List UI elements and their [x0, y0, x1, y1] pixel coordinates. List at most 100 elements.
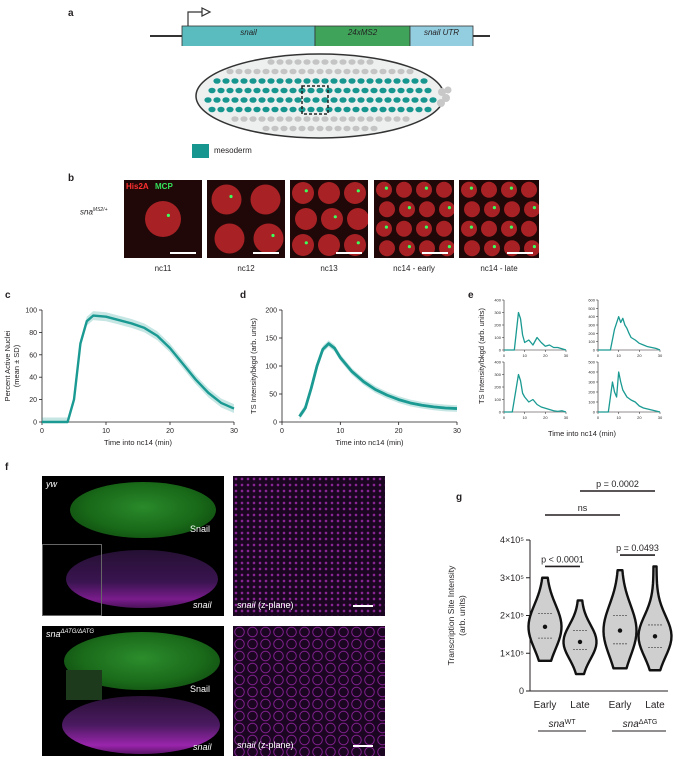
y-tick-label: 400 — [494, 360, 501, 365]
micrograph-nc11 — [124, 180, 202, 258]
x-tick-label: 10 — [522, 353, 527, 358]
y-tick-label: 400 — [588, 314, 595, 319]
nucleus — [276, 59, 284, 65]
mesoderm-nucleus — [420, 78, 428, 84]
nucleus — [357, 116, 365, 122]
transcription-spot — [532, 245, 536, 249]
nucleus — [397, 68, 405, 75]
mesoderm-nucleus — [222, 97, 230, 103]
nucleus — [376, 181, 392, 198]
nucleus — [399, 240, 415, 257]
mesoderm-nucleus — [366, 97, 374, 103]
panel-label-a: a — [68, 8, 74, 19]
zplane-label-gene-mut: snail — [237, 740, 256, 750]
zplane-label-gene: snail — [237, 600, 256, 610]
snail-protein-label-wt: Snail — [190, 524, 211, 534]
mesoderm-nucleus — [397, 87, 405, 94]
genotype-yw: yw — [46, 479, 57, 489]
mesoderm-nucleus — [226, 106, 234, 113]
nucleus — [303, 116, 311, 122]
mesoderm-nucleus — [267, 78, 275, 84]
median-dot — [542, 624, 548, 630]
x-tick-label: 20 — [543, 353, 548, 358]
nucleus — [484, 240, 500, 257]
nucleus — [339, 59, 347, 65]
mesoderm-nucleus — [276, 78, 284, 84]
y-tick-label: 100 — [588, 339, 595, 344]
nucleus — [316, 68, 324, 75]
transcription-spot — [407, 206, 411, 210]
mesoderm-nucleus — [343, 106, 351, 113]
nucleus — [249, 116, 257, 122]
transcription-spot — [509, 225, 513, 229]
transcription-spot — [469, 225, 473, 229]
mesoderm-nucleus — [253, 106, 261, 113]
mesoderm-nucleus — [339, 78, 347, 84]
mesoderm-nucleus — [226, 87, 234, 94]
y-tick-label: 20 — [29, 397, 37, 404]
nucleus — [285, 116, 293, 122]
transcription-spot — [384, 186, 388, 190]
mesoderm-nucleus — [366, 78, 374, 84]
nucleus — [312, 59, 320, 65]
mesoderm-nucleus — [370, 87, 378, 94]
nucleus — [214, 223, 245, 254]
nucleus — [271, 68, 279, 75]
mesoderm-nucleus — [271, 87, 279, 94]
mesoderm-nucleus — [384, 97, 392, 103]
mesoderm-nucleus — [294, 97, 302, 103]
mesoderm-nucleus — [213, 97, 221, 103]
transcription-spot — [304, 241, 308, 245]
mesoderm-nucleus — [321, 78, 329, 84]
x-tick-label: 30 — [658, 353, 663, 358]
mesoderm-nucleus — [370, 106, 378, 113]
transcription-spot — [229, 194, 233, 199]
fish-mutant-embryo: snaΔATG/ΔATG Snail snail — [42, 626, 224, 756]
mesoderm-legend-label: mesoderm — [214, 146, 252, 155]
x-tick-label: 20 — [543, 415, 548, 420]
mesoderm-nucleus — [204, 97, 212, 103]
y-tick-label: 0 — [593, 348, 596, 353]
x-axis-label: Time into nc14 (min) — [104, 438, 173, 447]
nucleus — [235, 68, 243, 75]
y-tick-label: 0 — [33, 420, 37, 427]
y-axis-label-2: (mean ± SD) — [12, 344, 21, 387]
nucleus — [348, 116, 356, 122]
y-tick-label: 60 — [29, 352, 37, 359]
mesoderm-nucleus — [217, 106, 225, 113]
gene-seg-ms2: 24xMS2 — [347, 28, 378, 37]
nucleus — [316, 125, 324, 132]
mesoderm-nucleus — [357, 97, 365, 103]
micrograph-nc13-nuclei — [292, 182, 368, 256]
nucleus — [357, 59, 365, 65]
inset-frame-mut — [66, 670, 102, 700]
significance-label: ns — [578, 503, 588, 513]
nucleus — [289, 68, 297, 75]
x-tick-label: 30 — [564, 415, 569, 420]
sd-band — [42, 311, 234, 422]
nucleus — [419, 201, 435, 218]
nucleus — [285, 59, 293, 65]
y-tick-label: 300 — [588, 380, 595, 385]
nucleus — [388, 68, 396, 75]
violin-2 — [602, 568, 638, 670]
y-tick-label: 200 — [494, 323, 501, 328]
transcription-spot — [407, 245, 411, 249]
transcription-spot — [492, 206, 496, 210]
mesoderm-nucleus — [415, 87, 423, 94]
mesoderm-nucleus — [348, 78, 356, 84]
snail-mrna-label-mut: snail — [193, 742, 212, 752]
mesoderm-nucleus — [262, 106, 270, 113]
nucleus — [464, 201, 480, 218]
y-tick-label: 80 — [29, 330, 37, 337]
nucleus — [231, 116, 239, 122]
mesoderm-nucleus — [249, 97, 257, 103]
x-axis-label: Time into nc14 (min) — [335, 438, 404, 447]
nucleus — [524, 201, 539, 218]
nucleus — [521, 181, 537, 198]
significance-label: p = 0.0002 — [596, 479, 639, 489]
median-dot — [652, 634, 658, 639]
mesoderm-nucleus — [258, 97, 266, 103]
nucleus — [294, 59, 302, 65]
mesoderm-nucleus — [298, 106, 306, 113]
